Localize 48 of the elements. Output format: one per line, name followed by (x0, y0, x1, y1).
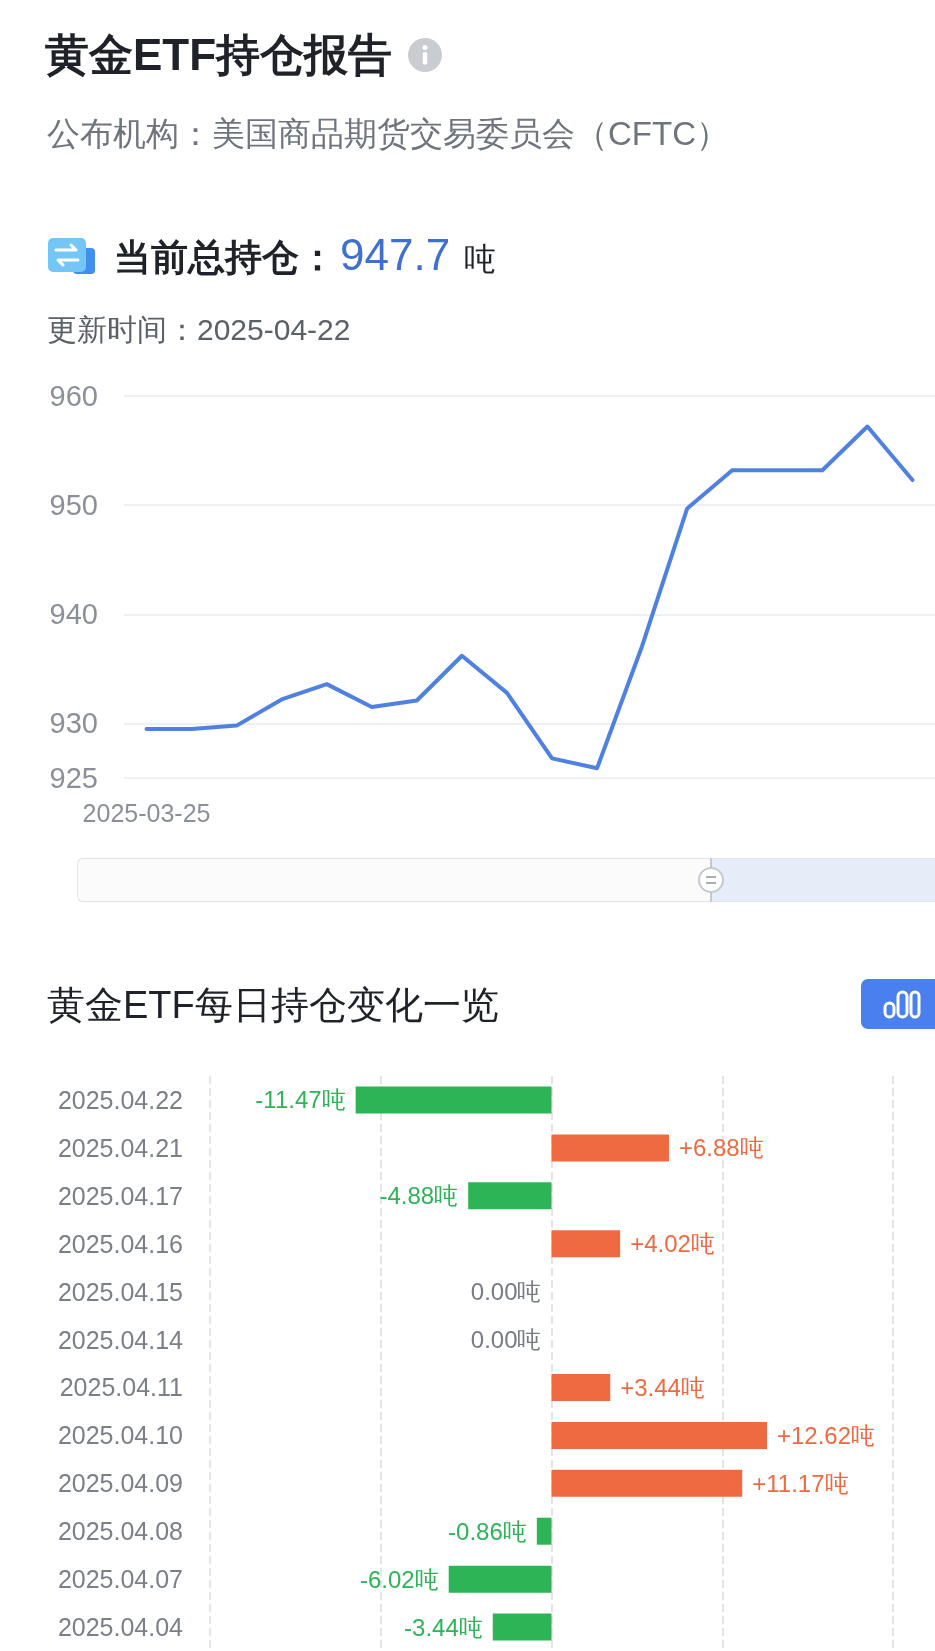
y-tick-label: 925 (49, 762, 98, 794)
data-label: -0.86吨 (448, 1517, 527, 1545)
data-label: +12.62吨 (776, 1421, 876, 1449)
y-tick-label: 2025.04.09 (57, 1469, 183, 1498)
y-tick-label: 930 (49, 707, 98, 740)
data-label: +4.02吨 (630, 1230, 715, 1258)
text: 更新时间：2025-04-22 (47, 312, 351, 348)
data-label: -4.88吨 (379, 1182, 459, 1210)
y-tick-label: 2025.04.11 (59, 1373, 183, 1402)
data-label: +6.88吨 (678, 1134, 764, 1162)
bar (536, 1517, 552, 1545)
bar (551, 1134, 669, 1162)
bar (551, 1230, 621, 1258)
data-label: -6.02吨 (360, 1565, 439, 1593)
data-label: -11.47吨 (255, 1086, 346, 1114)
y-tick-label: 950 (49, 489, 98, 522)
y-tick-label: 2025.04.08 (57, 1517, 183, 1546)
y-tick-label: 2025.04.21 (57, 1133, 183, 1162)
y-tick-label: 940 (49, 598, 98, 631)
chart-title: 黄金ETF持仓报告 (45, 29, 393, 81)
bar (551, 1421, 767, 1449)
text: 吨 (464, 239, 497, 279)
y-tick-label: 2025.04.14 (57, 1325, 184, 1354)
data-label: 0.00吨 (470, 1326, 542, 1354)
bar (492, 1613, 552, 1641)
data-label: 0.00吨 (470, 1278, 542, 1306)
line-series (144, 424, 915, 771)
text: 947.7 (340, 229, 451, 280)
bar (468, 1182, 552, 1210)
data-label: +3.44吨 (620, 1373, 705, 1401)
y-tick-label: 960 (49, 380, 98, 412)
data-label: -3.44吨 (404, 1613, 483, 1641)
x-tick-label: 2025-03-25 (82, 798, 211, 827)
y-tick-label: 2025.04.15 (57, 1277, 183, 1306)
y-tick-label: 2025.04.07 (57, 1565, 183, 1594)
y-tick-label: 2025.04.04 (57, 1613, 184, 1642)
text: 当前总持仓： (114, 235, 336, 280)
data-label: +11.17吨 (752, 1469, 849, 1497)
y-tick-label: 2025.04.10 (57, 1421, 183, 1450)
y-tick-label: 2025.04.22 (57, 1085, 183, 1114)
chart-subtitle: 公布机构：美国商品期货交易委员会（CFTC） (47, 114, 729, 154)
chart-title: 黄金ETF每日持仓变化一览 (47, 983, 499, 1028)
y-tick-label: 2025.04.16 (57, 1229, 183, 1258)
y-tick-label: 2025.04.17 (57, 1181, 183, 1210)
bar (551, 1373, 611, 1401)
bar (551, 1469, 743, 1497)
bar (355, 1086, 552, 1114)
bar (448, 1565, 552, 1593)
